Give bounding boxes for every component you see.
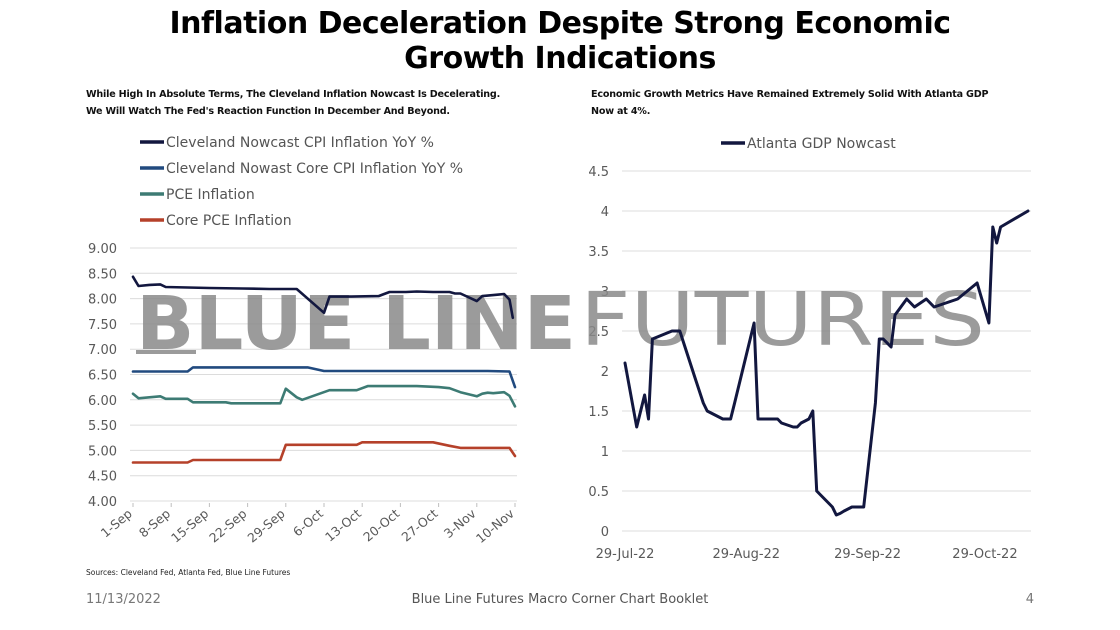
y-tick-label: 3	[601, 285, 609, 300]
x-tick-label: 13-Oct	[322, 506, 364, 545]
x-tick-label: 27-Oct	[398, 506, 440, 545]
y-tick-label: 2	[601, 365, 609, 380]
sources-note: Sources: Cleveland Fed, Atlanta Fed, Blu…	[86, 568, 291, 577]
legend-item-cleveland-nowast-core-cpi-inflation-yoy: Cleveland Nowast Core CPI Inflation YoY …	[140, 161, 463, 177]
inflation-chart-legend: Cleveland Nowcast CPI Inflation YoY % Cle…	[140, 135, 463, 229]
y-tick-label: 4	[601, 205, 609, 220]
x-tick-label: 20-Oct	[360, 506, 402, 545]
gdp-chart: 00.511.522.533.544.5 29-Jul-22 29-Aug-22 2…	[588, 136, 1031, 562]
page-title-line-1: Inflation Deceleration Despite Strong Ec…	[169, 6, 951, 41]
y-tick-label: 4.00	[88, 495, 117, 510]
x-tick-label: 22-Sep	[206, 506, 249, 546]
y-tick-label: 4.50	[88, 470, 117, 485]
series-line-cleveland-nowast-core-cpi-inflation-yoy	[131, 366, 517, 389]
y-tick-label: 6.00	[88, 394, 117, 409]
page-title: Inflation Deceleration Despite Strong Ec…	[0, 6, 1120, 76]
legend-label: Cleveland Nowast Core CPI Inflation YoY …	[166, 161, 463, 177]
watermark-blue-line: BLUE LINE	[136, 281, 576, 367]
inflation-chart-gridlines	[130, 247, 517, 502]
watermark: BLUE LINE FUTURES	[136, 277, 985, 367]
left-chart-subtitle: While High In Absolute Terms, The Clevel…	[86, 86, 556, 120]
x-tick-label: 15-Sep	[168, 506, 211, 546]
x-tick-label: 6-Oct	[290, 506, 326, 540]
y-tick-label: 8.00	[88, 293, 117, 308]
x-tick-label: 1-Sep	[98, 506, 135, 541]
y-tick-label: 3.5	[588, 245, 609, 260]
gdp-chart-x-axis: 29-Jul-22 29-Aug-22 29-Sep-22 29-Oct-22	[596, 547, 1018, 562]
legend-label: Cleveland Nowcast CPI Inflation YoY %	[166, 135, 434, 151]
y-tick-label: 7.50	[88, 318, 117, 333]
right-subtitle-line-1: Economic Growth Metrics Have Remained Ex…	[591, 89, 989, 100]
series-line-pce-inflation	[131, 384, 517, 408]
y-tick-label: 0	[601, 525, 609, 540]
y-tick-label: 1	[601, 445, 609, 460]
x-tick-label: 10-Nov	[473, 505, 517, 546]
x-tick-label: 29-Jul-22	[596, 547, 655, 562]
legend-item-atlanta-gdp-nowcast: Atlanta GDP Nowcast	[721, 136, 896, 152]
legend-label: Atlanta GDP Nowcast	[747, 136, 896, 152]
y-tick-label: 4.5	[588, 165, 609, 180]
watermark-underline	[136, 350, 196, 354]
watermark-futures: FUTURES	[580, 277, 985, 363]
x-tick-label: 29-Oct-22	[952, 547, 1017, 562]
footer-page-number: 4	[1025, 592, 1034, 607]
legend-item-cleveland-nowcast-cpi-inflation-yoy: Cleveland Nowcast CPI Inflation YoY %	[140, 135, 434, 151]
left-subtitle-line-2: We Will Watch The Fed's Reaction Functio…	[86, 106, 450, 117]
legend-label: PCE Inflation	[166, 187, 255, 203]
gdp-chart-gridlines	[622, 170, 1031, 532]
inflation-chart-series	[131, 275, 517, 464]
y-tick-label: 9.00	[88, 242, 117, 257]
series-line-cleveland-nowcast-cpi-inflation-yoy	[131, 275, 515, 320]
y-tick-label: 0.5	[588, 485, 609, 500]
legend-label: Core PCE Inflation	[166, 213, 292, 229]
y-tick-label: 5.00	[88, 444, 117, 459]
right-subtitle-line-2: Now at 4%.	[591, 106, 651, 117]
y-tick-label: 8.50	[88, 267, 117, 282]
y-tick-label: 5.50	[88, 419, 117, 434]
x-tick-label: 29-Sep	[244, 506, 287, 546]
footer-booklet-title: Blue Line Futures Macro Corner Chart Boo…	[411, 592, 709, 607]
page-title-line-2: Growth Indications	[404, 41, 716, 76]
gdp-chart-legend: Atlanta GDP Nowcast	[721, 136, 896, 152]
gdp-chart-y-axis: 0 0.5 1 1.5 2 2.5 3 3.5 4 4.5	[588, 165, 609, 540]
y-tick-label: 7.00	[88, 343, 117, 358]
x-tick-label: 8-Sep	[136, 506, 173, 541]
footer-date: 11/13/2022	[86, 592, 161, 607]
right-chart-subtitle: Economic Growth Metrics Have Remained Ex…	[591, 86, 1041, 120]
y-tick-label: 6.50	[88, 369, 117, 384]
inflation-chart-y-axis: 4.00 4.50 5.00 5.50 6.00 6.50 7.00 7.50 8.00 8.50…	[88, 242, 117, 510]
gdp-chart-series	[623, 209, 1030, 517]
series-line-core-pce-inflation	[131, 440, 517, 464]
x-tick-label: 29-Sep-22	[834, 547, 901, 562]
y-tick-label: 2.5	[588, 325, 609, 340]
x-tick-label: 29-Aug-22	[713, 547, 781, 562]
legend-item-core-pce-inflation: Core PCE Inflation	[140, 213, 292, 229]
y-tick-label: 1.5	[588, 405, 609, 420]
left-subtitle-line-1: While High In Absolute Terms, The Clevel…	[86, 89, 501, 100]
series-line-atlanta-gdp-nowcast	[623, 209, 1030, 517]
legend-item-pce-inflation: PCE Inflation	[140, 187, 255, 203]
